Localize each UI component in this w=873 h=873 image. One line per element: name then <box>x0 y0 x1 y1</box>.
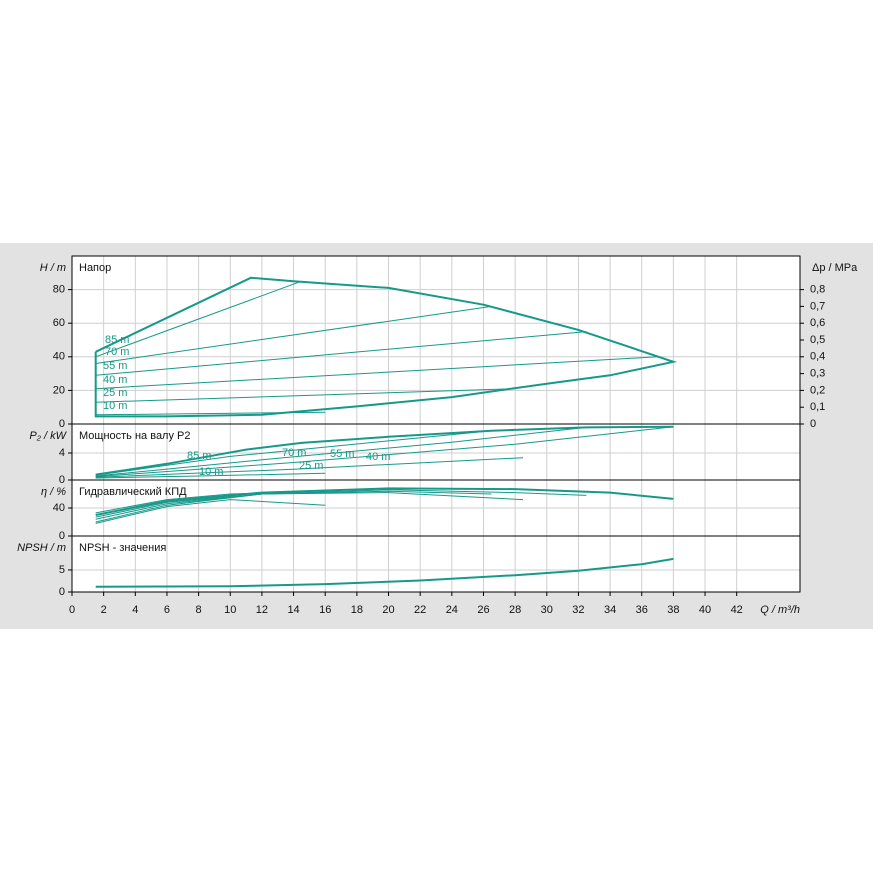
curve-label: 10 m <box>103 400 127 412</box>
y-tick-label: 0 <box>59 586 65 598</box>
x-tick-label: 24 <box>446 604 458 616</box>
curve <box>95 280 302 358</box>
y2-tick-label: 0,3 <box>810 368 825 380</box>
y2-tick-label: 0,5 <box>810 334 825 346</box>
y-tick-label: 5 <box>59 564 65 576</box>
y-tick-label: 4 <box>59 447 65 459</box>
curve <box>95 499 326 524</box>
y2-tick-label: 0,8 <box>810 284 825 296</box>
y2-tick-label: 0,2 <box>810 384 825 396</box>
y-tick-label: 0 <box>59 474 65 486</box>
y-axis-label: H / m <box>40 262 66 274</box>
x-tick-label: 0 <box>69 604 75 616</box>
x-tick-label: 4 <box>132 604 138 616</box>
curve-label: 40 m <box>103 374 127 386</box>
y-tick-label: 0 <box>59 418 65 430</box>
x-tick-label: 38 <box>667 604 679 616</box>
x-tick-label: 22 <box>414 604 426 616</box>
panel-frame <box>71 535 801 593</box>
y-tick-label: 80 <box>53 284 65 296</box>
y2-tick-label: 0,6 <box>810 317 825 329</box>
y-tick-label: 60 <box>53 317 65 329</box>
x-tick-label: 12 <box>256 604 268 616</box>
x-tick-label: 42 <box>731 604 743 616</box>
curve-label: 70 m <box>105 346 129 358</box>
x-tick-label: 6 <box>164 604 170 616</box>
curve-label: 10 m <box>199 466 223 478</box>
curve <box>95 426 587 477</box>
curve-label: 85 m <box>105 334 129 346</box>
y2-tick-label: 0,4 <box>810 351 825 363</box>
y-tick-label: 40 <box>53 502 65 514</box>
panel-title: Гидравлический КПД <box>79 486 187 498</box>
curve <box>95 489 587 518</box>
curve <box>95 472 326 479</box>
curve-label: 40 m <box>366 451 390 463</box>
x-tick-label: 34 <box>604 604 616 616</box>
x-tick-label: 2 <box>101 604 107 616</box>
curve-label: 55 m <box>103 360 127 372</box>
x-tick-label: 40 <box>699 604 711 616</box>
curve <box>95 356 658 390</box>
curve <box>95 426 674 478</box>
x-tick-label: 20 <box>382 604 394 616</box>
curve <box>95 430 492 476</box>
x-tick-label: 26 <box>477 604 489 616</box>
x-tick-label: 14 <box>287 604 299 616</box>
x-tick-label: 10 <box>224 604 236 616</box>
curve <box>95 388 516 403</box>
curve <box>95 557 674 588</box>
x-tick-label: 36 <box>636 604 648 616</box>
x-tick-label: 16 <box>319 604 331 616</box>
x-tick-label: 28 <box>509 604 521 616</box>
y2-tick-label: 0,1 <box>810 401 825 413</box>
curve <box>94 276 678 418</box>
x-tick-label: 30 <box>541 604 553 616</box>
curve-label: 25 m <box>103 387 127 399</box>
x-tick-label: 8 <box>196 604 202 616</box>
curve <box>95 457 524 478</box>
curve <box>95 492 524 523</box>
y-axis-label: η / % <box>41 486 66 498</box>
y-axis-label: NPSH / m <box>17 542 66 554</box>
curve-label: 25 m <box>299 460 323 472</box>
y-tick-label: 0 <box>59 530 65 542</box>
panel-title: Мощность на валу P2 <box>79 430 191 442</box>
panel-title: NPSH - значения <box>79 542 166 554</box>
y-axis-label: P₂ / kW <box>29 430 67 442</box>
curve <box>95 305 492 364</box>
y-tick-label: 20 <box>53 384 65 396</box>
curve <box>95 487 674 516</box>
curve <box>95 331 587 376</box>
y2-tick-label: 0,7 <box>810 300 825 312</box>
y2-tick-label: 0 <box>810 418 816 430</box>
y2-axis-label: Δp / MPa <box>812 262 858 274</box>
curve <box>95 425 674 476</box>
curve <box>95 491 302 514</box>
y-tick-label: 40 <box>53 351 65 363</box>
curve-label: 55 m <box>330 448 354 460</box>
curve <box>95 411 326 416</box>
x-tick-label: 32 <box>572 604 584 616</box>
curve-label: 85 m <box>187 450 211 462</box>
x-tick-label: 18 <box>351 604 363 616</box>
x-axis-label: Q / m³/h <box>760 604 800 616</box>
panel-title: Напор <box>79 262 111 274</box>
